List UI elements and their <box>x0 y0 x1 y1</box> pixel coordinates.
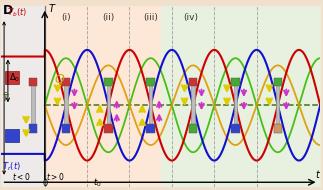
Bar <box>149 86 152 125</box>
Bar <box>276 86 279 125</box>
Bar <box>231 78 240 86</box>
Bar <box>146 124 155 133</box>
Bar <box>29 78 37 86</box>
Text: $t < 0$: $t < 0$ <box>12 171 30 182</box>
Text: $\Delta_0$: $\Delta_0$ <box>9 72 20 84</box>
Bar <box>64 86 68 125</box>
Bar <box>104 124 112 133</box>
Text: $T_b(t)$: $T_b(t)$ <box>7 7 28 19</box>
Text: (iii): (iii) <box>143 13 158 22</box>
Bar <box>274 78 282 86</box>
Text: 0: 0 <box>42 179 47 188</box>
Bar <box>234 86 237 125</box>
Text: $T$: $T$ <box>48 2 57 14</box>
Bar <box>192 86 195 125</box>
Bar <box>5 71 19 84</box>
Text: $t > 0$: $t > 0$ <box>47 171 65 182</box>
Bar <box>62 78 70 86</box>
Bar <box>29 124 37 133</box>
Text: $\mathbf{D}$: $\mathbf{D}$ <box>2 4 14 17</box>
Text: $\bar{T}$: $\bar{T}$ <box>2 91 10 104</box>
Bar <box>1 6 45 187</box>
Text: (iv): (iv) <box>183 13 198 22</box>
Text: $Q$: $Q$ <box>54 72 66 86</box>
Bar <box>62 124 70 133</box>
Bar <box>5 129 19 142</box>
Bar <box>146 78 155 86</box>
Text: $t_0$: $t_0$ <box>93 177 102 189</box>
Text: $T_r(t)$: $T_r(t)$ <box>2 161 20 173</box>
Bar <box>104 78 112 86</box>
Text: (ii): (ii) <box>102 13 114 22</box>
Bar <box>231 124 240 133</box>
Bar <box>274 124 282 133</box>
Bar <box>189 78 197 86</box>
Bar <box>189 124 197 133</box>
Bar <box>31 86 35 125</box>
Bar <box>107 86 110 125</box>
Text: $t$: $t$ <box>315 168 321 180</box>
Text: (i): (i) <box>61 13 71 22</box>
